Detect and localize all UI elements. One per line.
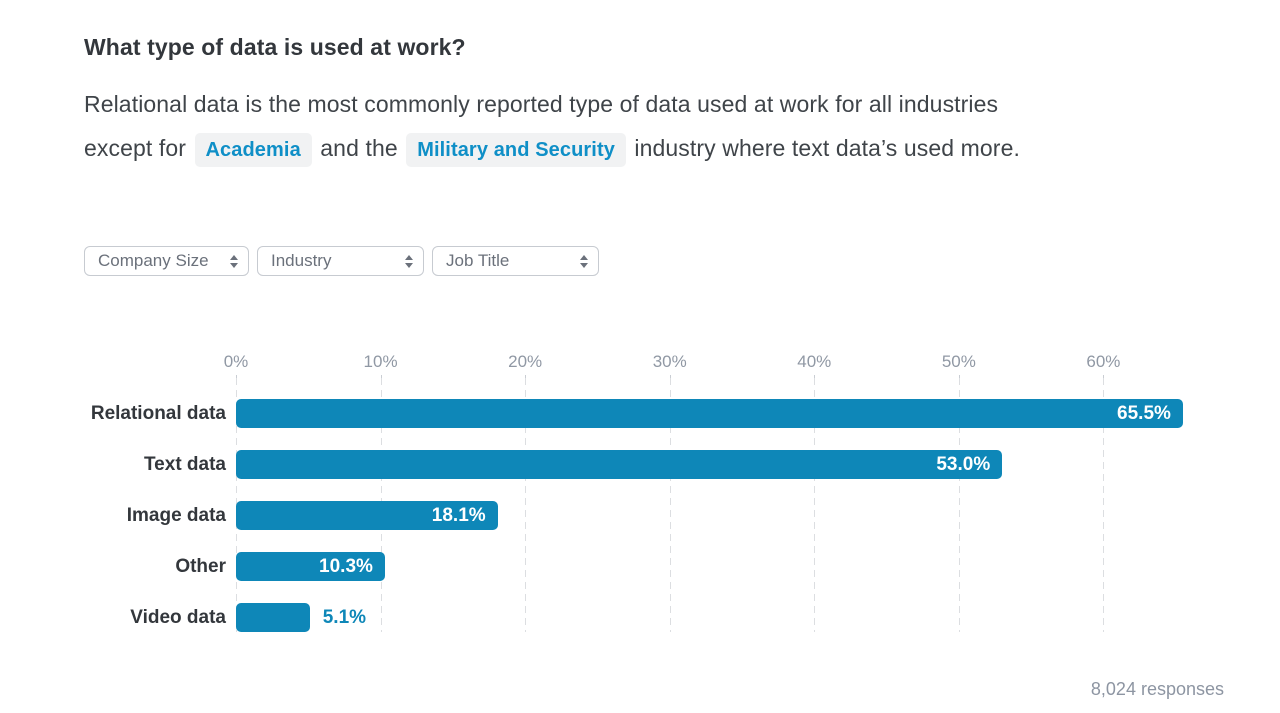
x-tick-label: 20% bbox=[508, 352, 543, 371]
bar-value-label: 5.1% bbox=[322, 607, 367, 628]
gridline bbox=[1103, 378, 1105, 632]
bar bbox=[236, 603, 310, 632]
bar: 53.0% bbox=[236, 450, 1003, 479]
x-tick-label: 40% bbox=[797, 352, 832, 371]
x-tick-label: 0% bbox=[223, 352, 249, 371]
gridline bbox=[525, 378, 527, 632]
gridline bbox=[814, 378, 816, 632]
x-tick-label: 10% bbox=[363, 352, 398, 371]
x-tick-label: 50% bbox=[941, 352, 976, 371]
bar-value-label: 65.5% bbox=[1117, 403, 1171, 424]
bar: 65.5% bbox=[236, 399, 1183, 428]
job-title-dropdown[interactable]: Job Title bbox=[432, 246, 599, 276]
industry-dropdown-label: Industry bbox=[271, 251, 332, 270]
company-size-dropdown-label: Company Size bbox=[98, 251, 209, 270]
bar-category-label: Other bbox=[175, 556, 226, 577]
filter-bar: Company Size Industry Job Title bbox=[84, 246, 599, 276]
job-title-dropdown-label: Job Title bbox=[446, 251, 510, 270]
bar: 10.3% bbox=[236, 552, 385, 581]
page-title: What type of data is used at work? bbox=[84, 34, 466, 60]
industry-dropdown[interactable]: Industry bbox=[257, 246, 424, 276]
gridline bbox=[958, 378, 960, 632]
description-text: Relational data is the most commonly rep… bbox=[84, 91, 999, 161]
description-text: industry where text data’s used more. bbox=[627, 135, 1020, 161]
updown-arrows-icon bbox=[580, 254, 588, 268]
bar-value-label: 10.3% bbox=[319, 556, 373, 577]
bar-value-label: 53.0% bbox=[936, 454, 991, 475]
chip-military-and-security[interactable]: Military and Security bbox=[406, 133, 626, 167]
bar-category-label: Video data bbox=[130, 607, 226, 628]
updown-arrows-icon bbox=[405, 254, 413, 268]
bar-category-label: Image data bbox=[126, 505, 226, 526]
chip-academia[interactable]: Academia bbox=[194, 133, 312, 167]
company-size-dropdown[interactable]: Company Size bbox=[84, 246, 249, 276]
x-tick-label: 60% bbox=[1086, 352, 1121, 371]
x-tick-label: 30% bbox=[652, 352, 687, 371]
description: Relational data is the most commonly rep… bbox=[84, 82, 1044, 170]
bar: 18.1% bbox=[236, 501, 498, 530]
bar-value-label: 18.1% bbox=[431, 505, 486, 526]
gridline bbox=[669, 378, 671, 632]
bar-category-label: Relational data bbox=[90, 403, 226, 424]
bar-category-label: Text data bbox=[143, 454, 226, 475]
bar-chart: 0% 10% 20% 30% 40% 50% 60% Relational data 65.5%… bbox=[0, 348, 1280, 648]
updown-arrows-icon bbox=[230, 254, 238, 268]
description-text: and the bbox=[313, 135, 405, 161]
responses-count: 8,024 responses bbox=[1090, 679, 1224, 699]
